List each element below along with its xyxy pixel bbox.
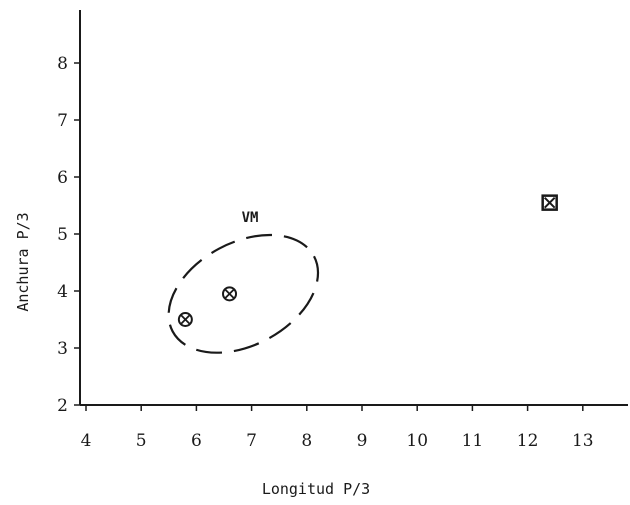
y-ticks: 2 3 4 5 6 7 8 [57,54,80,416]
x-tick-label: 7 [246,431,257,451]
x-tick-label: 8 [301,431,312,451]
point-cross [180,314,191,325]
x-axis-label: Longitud P/3 [262,480,370,498]
y-tick-label: 2 [57,396,68,416]
point-cross [543,196,556,209]
x-tick-label: 12 [517,431,539,451]
axes [79,10,628,406]
y-tick-label: 7 [57,111,68,131]
y-axis-label: Anchura P/3 [14,212,32,311]
data-point [177,312,193,327]
y-tick-label: 5 [57,225,68,245]
x-tick-label: 10 [406,431,428,451]
x-tick-label: 9 [357,431,368,451]
x-tick-label: 13 [572,431,594,451]
data-point [541,194,558,211]
y-tick-label: 8 [57,54,68,74]
data-points [177,194,558,327]
x-tick-label: 4 [81,431,92,451]
point-cross [224,289,235,299]
x-tick-label: 11 [462,431,484,451]
annotations: VM [167,210,320,354]
y-tick-label: 3 [57,339,68,359]
data-point [222,286,238,302]
y-tick-label: 6 [57,168,68,188]
x-tick-label: 5 [136,431,147,451]
y-tick-label: 4 [57,282,68,302]
x-tick-label: 6 [191,431,202,451]
group-label: VM [242,210,259,226]
group-ellipse [167,233,320,354]
x-ticks: 4 5 6 7 8 9 10 11 12 13 [81,405,594,451]
